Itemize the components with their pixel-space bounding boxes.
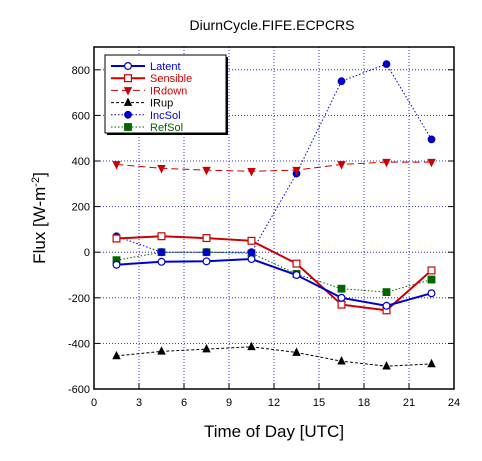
- legend-item-irup: IRup: [111, 97, 173, 110]
- legend-marker: [124, 110, 132, 119]
- data-point-latent: [202, 257, 211, 266]
- series-line-irdown: [116, 161, 432, 172]
- y-tick-label: -600: [68, 384, 90, 396]
- x-tick-label: 12: [268, 397, 280, 409]
- data-point-irdown: [202, 166, 211, 176]
- legend-marker: [123, 87, 133, 96]
- y-tick-label: 800: [72, 65, 90, 77]
- data-point-incsol: [157, 248, 166, 257]
- legend-item-irdown: IRdown: [111, 85, 187, 97]
- data-point-sensible: [112, 234, 121, 243]
- data-point-refsol: [382, 288, 391, 297]
- data-point-irup: [382, 361, 391, 370]
- series-line-refsol: [116, 251, 432, 293]
- series-irup: [112, 341, 436, 370]
- series-latent: [112, 255, 436, 310]
- data-point-refsol: [427, 275, 436, 284]
- chart-title: DiurnCycle.FIFE.ECPCRS: [190, 17, 355, 33]
- legend-marker: [123, 74, 132, 83]
- y-tick-label: 0: [84, 247, 90, 259]
- x-axis-label: Time of Day [UTC]: [204, 422, 344, 441]
- series-lines: [112, 60, 436, 370]
- x-tick-label: 6: [181, 397, 187, 409]
- data-point-latent: [292, 271, 301, 280]
- data-point-latent: [112, 260, 121, 269]
- series-line-sensible: [116, 235, 433, 312]
- legend-marker: [123, 97, 133, 106]
- data-point-latent: [382, 301, 391, 310]
- x-tick-label: 18: [358, 397, 370, 409]
- data-point-irup: [337, 356, 346, 365]
- x-tick-label: 15: [313, 397, 325, 409]
- legend-label: Sensible: [150, 73, 192, 85]
- data-point-irdown: [292, 166, 301, 176]
- data-point-irdown: [382, 158, 391, 168]
- data-point-incsol: [382, 60, 391, 68]
- series-line-latent: [116, 257, 432, 307]
- data-point-sensible: [157, 232, 166, 241]
- data-point-irup: [112, 350, 121, 360]
- legend-item-incsol: IncSol: [111, 110, 181, 122]
- y-axis-label-main: Flux [W-m: [30, 187, 49, 264]
- legend-label: IRdown: [150, 85, 187, 97]
- y-axis-label-superscript: -2: [30, 177, 42, 187]
- x-tick-label: 24: [448, 397, 460, 409]
- legend-label: Latent: [150, 61, 181, 73]
- legend-label: RefSol: [150, 122, 183, 134]
- y-axis-label: Flux [W-m-2]: [30, 172, 49, 264]
- legend-label: IncSol: [150, 110, 181, 122]
- data-point-sensible: [247, 236, 256, 245]
- data-point-refsol: [337, 284, 346, 293]
- y-tick-label: -200: [68, 293, 90, 305]
- x-tick-label: 21: [403, 397, 415, 409]
- data-point-latent: [157, 257, 166, 266]
- legend-item-latent: Latent: [111, 61, 181, 73]
- data-point-sensible: [337, 300, 346, 309]
- data-point-irdown: [427, 158, 436, 168]
- legend-marker: [123, 61, 132, 70]
- x-tick-label: 0: [91, 397, 97, 409]
- data-point-incsol: [202, 248, 211, 257]
- data-point-irup: [292, 347, 301, 356]
- data-point-sensible: [202, 234, 211, 243]
- x-tick-label: 3: [136, 397, 142, 409]
- data-point-sensible: [427, 266, 436, 275]
- y-axis-label-end: ]: [30, 172, 49, 177]
- data-point-latent: [337, 293, 346, 302]
- data-point-irdown: [247, 167, 256, 177]
- data-point-irup: [157, 346, 166, 355]
- legend-item-sensible: Sensible: [111, 73, 192, 85]
- data-point-incsol: [427, 135, 436, 144]
- data-point-incsol: [337, 77, 346, 86]
- data-point-irdown: [112, 161, 121, 170]
- axis-ticks: 0 3 6 9 12 15 18 21 24 -600 -400 -200 0 200 400 600 800: [68, 65, 460, 409]
- series-line-incsol: [116, 63, 432, 253]
- series-irdown: [112, 158, 436, 177]
- data-point-irup: [427, 358, 436, 368]
- data-point-irup: [247, 341, 256, 351]
- data-point-latent: [247, 255, 256, 264]
- data-point-sensible: [292, 259, 301, 268]
- legend-item-refsol: RefSol: [111, 122, 183, 134]
- legend-marker: [124, 123, 132, 131]
- y-tick-label: -400: [68, 338, 90, 350]
- data-point-latent: [427, 289, 436, 298]
- data-point-irdown: [157, 164, 166, 174]
- y-tick-label: 400: [72, 156, 90, 168]
- series-sensible: [112, 232, 436, 315]
- data-point-irdown: [337, 161, 346, 170]
- y-tick-label: 600: [72, 110, 90, 122]
- series-line-irup: [116, 346, 432, 367]
- legend-label: IRup: [150, 98, 173, 110]
- x-tick-label: 9: [226, 397, 232, 409]
- y-tick-label: 200: [72, 202, 90, 214]
- data-point-irup: [202, 343, 211, 353]
- data-point-incsol: [247, 248, 256, 257]
- grid-lines: [94, 47, 454, 390]
